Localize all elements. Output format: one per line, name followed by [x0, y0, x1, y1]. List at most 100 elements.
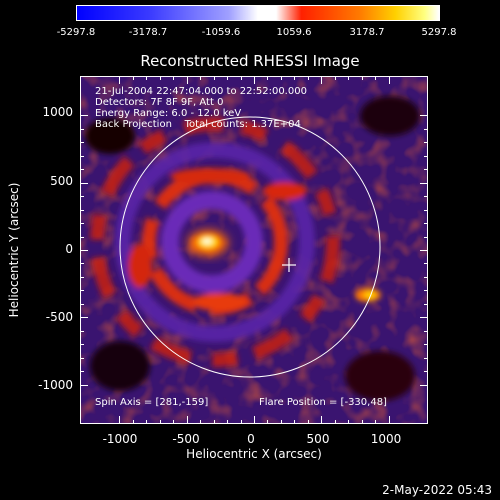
tick-mark	[200, 76, 201, 80]
plot-title: Reconstructed RHESSI Image	[140, 52, 360, 70]
tick-mark	[420, 183, 428, 184]
tick-mark	[80, 263, 84, 264]
tick-mark	[424, 371, 428, 372]
y-tick-label: 500	[50, 174, 73, 188]
tick-mark	[335, 420, 336, 424]
info-line: Energy Range: 6.0 - 12.0 keV	[95, 108, 242, 119]
tick-mark	[424, 358, 428, 359]
tick-mark	[80, 129, 84, 130]
y-tick-label: -1000	[38, 378, 73, 392]
tick-mark	[254, 416, 255, 424]
tick-mark	[146, 76, 147, 80]
tick-mark	[80, 250, 88, 251]
colorbar	[76, 5, 440, 21]
tick-mark	[160, 420, 161, 424]
flare-position-label: Flare Position = [-330,48]	[259, 397, 387, 408]
tick-mark	[335, 76, 336, 80]
tick-mark	[80, 277, 84, 278]
tick-mark	[80, 317, 88, 318]
tick-mark	[424, 290, 428, 291]
tick-mark	[294, 420, 295, 424]
tick-mark	[80, 290, 84, 291]
tick-mark	[281, 420, 282, 424]
tick-mark	[80, 183, 88, 184]
tick-mark	[348, 420, 349, 424]
tick-mark	[80, 196, 84, 197]
tick-mark	[424, 169, 428, 170]
x-tick-label: 1000	[370, 432, 402, 446]
x-tick-label: 0	[247, 432, 255, 446]
image-structures	[85, 96, 420, 401]
tick-mark	[294, 76, 295, 80]
tick-mark	[424, 331, 428, 332]
tick-mark	[80, 169, 84, 170]
tick-mark	[80, 156, 84, 157]
tick-mark	[146, 420, 147, 424]
tick-mark	[227, 420, 228, 424]
tick-mark	[389, 76, 390, 84]
spin-axis-cross	[282, 258, 296, 272]
tick-mark	[119, 76, 120, 84]
tick-mark	[133, 76, 134, 80]
timestamp: 2-May-2022 05:43	[382, 483, 492, 497]
x-tick-label: 500	[306, 432, 330, 446]
tick-mark	[362, 76, 363, 80]
tick-mark	[80, 223, 84, 224]
tick-mark	[200, 420, 201, 424]
tick-mark	[420, 250, 428, 251]
tick-mark	[254, 76, 255, 84]
info-line: 21-Jul-2004 22:47:04.000 to 22:52:00.000	[95, 86, 307, 97]
tick-mark	[424, 156, 428, 157]
tick-mark	[424, 129, 428, 130]
tick-mark	[348, 76, 349, 80]
tick-mark	[187, 76, 188, 84]
colorbar-tick-label: 5297.8	[421, 27, 457, 38]
tick-mark	[424, 142, 428, 143]
tick-mark	[214, 76, 215, 80]
colorbar-tick-label: -1059.6	[201, 27, 241, 38]
tick-mark	[119, 416, 120, 424]
tick-mark	[214, 420, 215, 424]
tick-mark	[424, 223, 428, 224]
tick-mark	[424, 196, 428, 197]
tick-mark	[80, 344, 84, 345]
tick-mark	[308, 76, 309, 80]
tick-mark	[420, 385, 428, 386]
y-tick-label: 0	[65, 242, 73, 256]
tick-mark	[80, 142, 84, 143]
x-axis-title: Heliocentric X (arcsec)	[186, 447, 322, 461]
tick-mark	[80, 304, 84, 305]
tick-mark	[424, 304, 428, 305]
colorbar-tick-label: -5297.8	[56, 27, 96, 38]
tick-mark	[227, 76, 228, 80]
tick-mark	[80, 371, 84, 372]
tick-mark	[241, 420, 242, 424]
x-tick-label: -1000	[102, 432, 138, 446]
tick-mark	[362, 420, 363, 424]
tick-mark	[424, 210, 428, 211]
tick-mark	[308, 420, 309, 424]
tick-mark	[375, 76, 376, 80]
colorbar-gradient	[77, 6, 439, 20]
solar-limb-circle	[119, 116, 381, 378]
colorbar-tick-label: 1059.6	[276, 27, 312, 38]
tick-mark	[80, 210, 84, 211]
colorbar-tick-label: 3178.7	[349, 27, 385, 38]
tick-mark	[187, 416, 188, 424]
tick-mark	[133, 420, 134, 424]
colorbar-tick-label: -3178.7	[128, 27, 168, 38]
tick-mark	[80, 237, 84, 238]
rhessi-image-svg	[80, 76, 428, 424]
rhessi-image	[80, 76, 428, 424]
tick-mark	[375, 420, 376, 424]
tick-mark	[80, 385, 88, 386]
info-line: Back Projection Total counts: 1.37E+04	[95, 119, 301, 130]
tick-mark	[424, 237, 428, 238]
tick-mark	[173, 76, 174, 80]
tick-mark	[241, 76, 242, 80]
tick-mark	[420, 317, 428, 318]
x-tick-label: -500	[172, 432, 200, 446]
info-line: Detectors: 7F 8F 9F, Att 0	[95, 97, 224, 108]
tick-mark	[160, 76, 161, 80]
tick-mark	[424, 277, 428, 278]
